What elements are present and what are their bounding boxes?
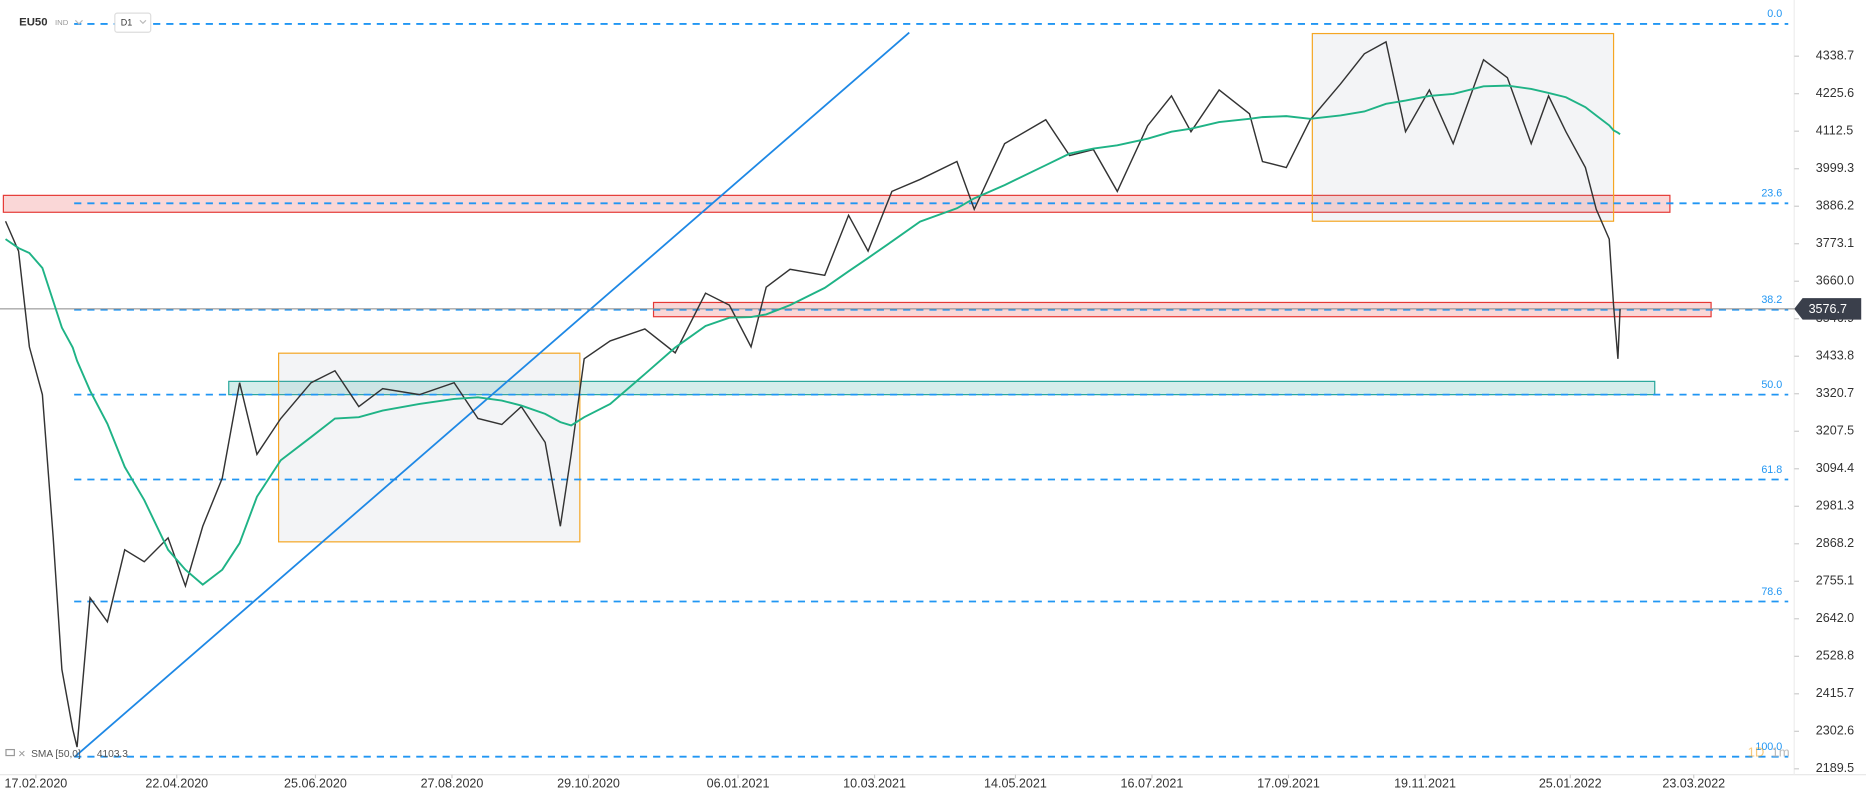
fib-label: 78.6 — [1761, 586, 1782, 598]
price-tag — [1794, 298, 1862, 320]
y-tick-label: 2981.3 — [1816, 499, 1854, 513]
lines-layer: 0.0 23.6 38.2 50.0 61.8 78.6 100.0 — [0, 8, 1795, 758]
x-tick-label: 17.09.2021 — [1257, 777, 1320, 791]
fib-label: 23.6 — [1761, 188, 1782, 200]
sma-line — [5, 84, 1621, 586]
x-tick-label: 25.06.2020 — [284, 777, 347, 791]
interval-box[interactable] — [114, 12, 152, 33]
zone — [278, 352, 581, 543]
fib-label: 38.2 — [1761, 294, 1782, 306]
y-tick-label: 2528.8 — [1816, 649, 1854, 663]
timeframe[interactable]: 1D — [1748, 745, 1765, 760]
y-tick-label: 3999.3 — [1816, 161, 1854, 175]
legend-value: 4103.3 — [97, 749, 128, 760]
x-tick-label: 17.02.2020 — [4, 777, 67, 791]
interval[interactable]: D1 — [121, 18, 132, 28]
x-tick-label: 19.11.2021 — [1394, 777, 1456, 791]
dropdown-arrow — [74, 19, 83, 25]
timeframe[interactable]: 1m — [1772, 745, 1790, 760]
legend-icon — [5, 748, 15, 757]
axis-layer: 2189.5 2302.6 2415.7 2528.8 2642.0 2755.1 2868… — [4, 49, 1862, 791]
x-tick-label: 16.07.2021 — [1121, 777, 1184, 791]
zones-layer — [2, 32, 1712, 543]
price-line — [4, 40, 1621, 748]
y-tick-label: 3094.4 — [1816, 461, 1854, 475]
legend-label: SMA [50,0] — [31, 749, 81, 760]
fib-label: 100.0 — [1755, 741, 1782, 753]
y-tick-label: 3433.8 — [1816, 349, 1854, 363]
x-tick-label: 14.05.2021 — [984, 777, 1047, 791]
y-tick-label: 2302.6 — [1816, 724, 1854, 738]
fib-label: 0.0 — [1767, 8, 1782, 20]
y-tick-label: 3320.7 — [1816, 386, 1854, 400]
header[interactable]: EU50 IND D1 — [19, 12, 152, 33]
fib-label: 50.0 — [1761, 379, 1782, 391]
x-tick-label: 29.10.2020 — [557, 777, 620, 791]
y-tick-label: 3660.0 — [1816, 274, 1854, 288]
timeframes[interactable]: 1D 1m — [1748, 745, 1790, 760]
zone — [228, 380, 1656, 396]
x-tick-label: 23.03.2022 — [1662, 777, 1725, 791]
market: IND — [55, 18, 69, 27]
y-tick-label: 3773.1 — [1816, 236, 1854, 250]
y-tick-label: 2189.5 — [1816, 761, 1854, 775]
legend-icon: ✕ — [18, 749, 26, 760]
dropdown-arrow — [139, 19, 147, 25]
series-layer — [4, 40, 1621, 748]
x-tick-label: 27.08.2020 — [421, 777, 484, 791]
fib-label: 61.8 — [1761, 464, 1782, 476]
y-tick-label: 3207.5 — [1816, 424, 1854, 438]
y-tick-label: 4112.5 — [1816, 124, 1853, 138]
x-tick-label: 25.01.2022 — [1539, 777, 1602, 791]
y-tick-label: 4338.7 — [1816, 49, 1854, 63]
y-tick-label: 2642.0 — [1816, 611, 1854, 625]
price-tag-label: 3576.7 — [1809, 302, 1847, 316]
y-tick-label: 2755.1 — [1816, 574, 1854, 588]
x-tick-label: 06.01.2021 — [707, 777, 770, 791]
symbol[interactable]: EU50 — [19, 17, 47, 29]
x-tick-label: 10.03.2021 — [843, 777, 906, 791]
x-tick-label: 22.04.2020 — [145, 777, 208, 791]
y-tick-label: 2415.7 — [1816, 686, 1854, 700]
trend-line — [74, 31, 910, 758]
y-tick-label: 2868.2 — [1816, 536, 1854, 550]
legend: ✕ SMA [50,0] 4103.3 — [5, 748, 128, 760]
y-tick-label: 4225.6 — [1816, 86, 1854, 100]
y-tick-label: 3886.2 — [1816, 199, 1854, 213]
